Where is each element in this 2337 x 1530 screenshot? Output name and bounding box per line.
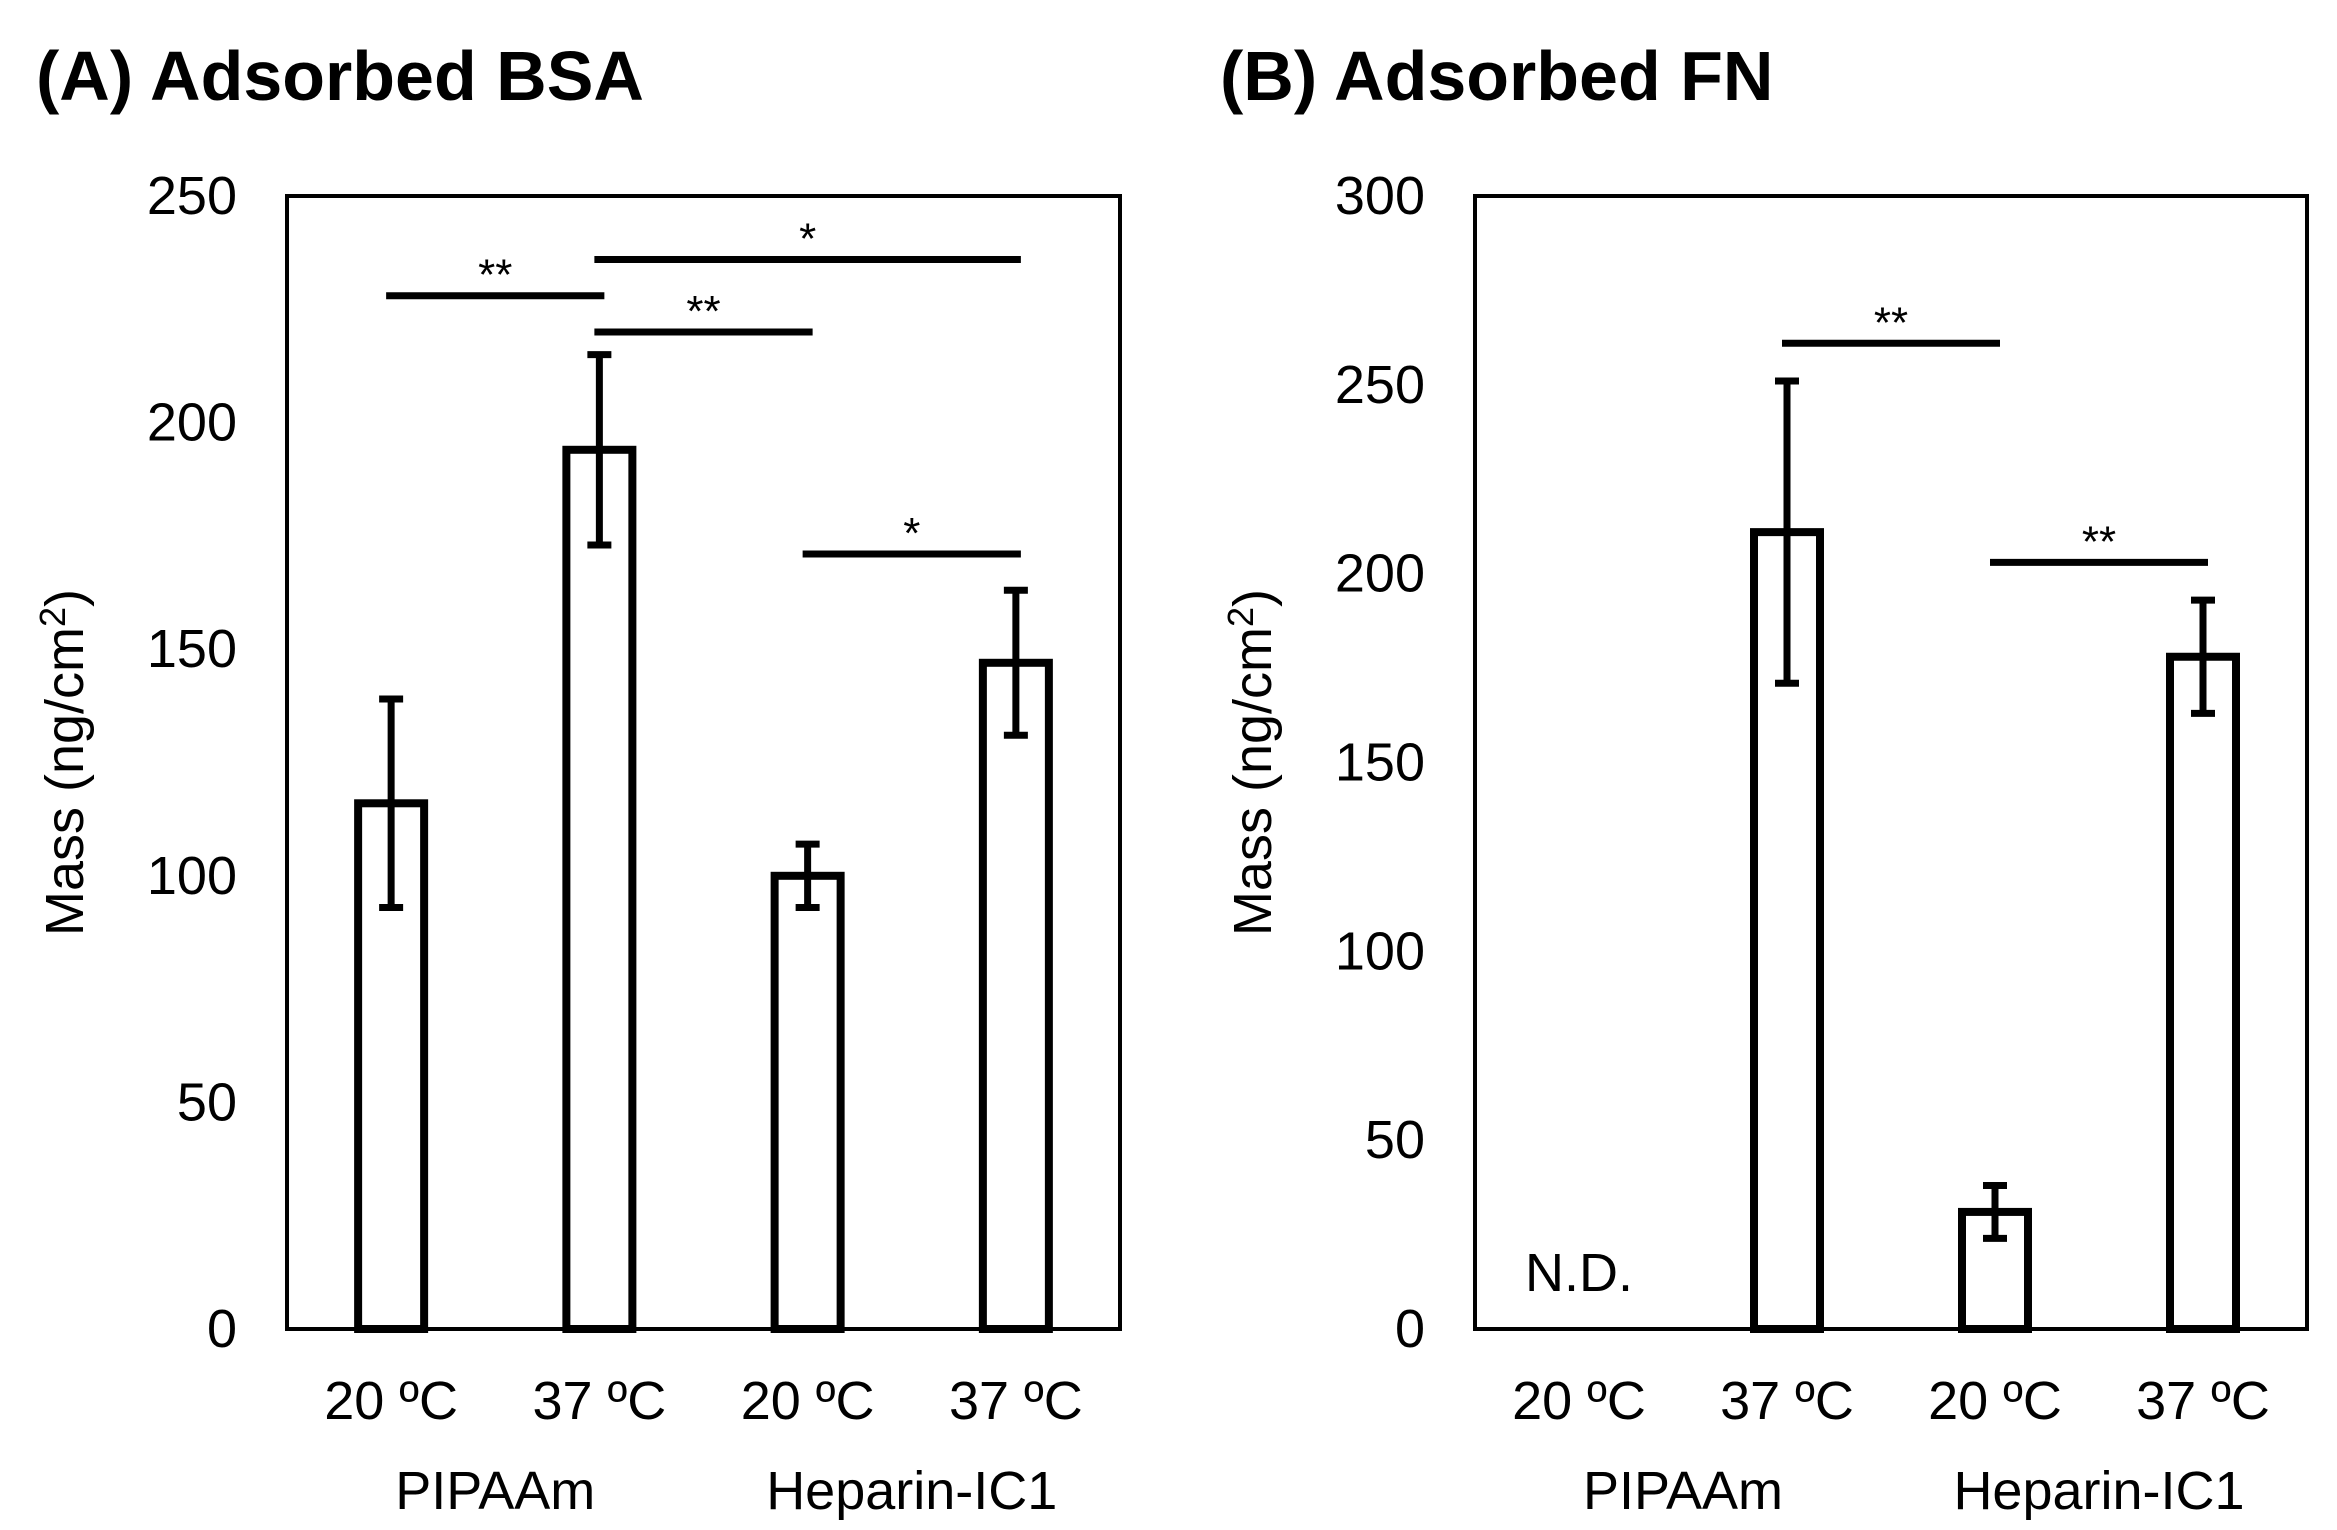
y-tick-label: 0 bbox=[207, 1299, 237, 1359]
x-tick-label: 20 ºC bbox=[1928, 1371, 2062, 1431]
x-tick-label: 20 ºC bbox=[1512, 1371, 1646, 1431]
significance-label: ** bbox=[686, 287, 720, 336]
group-label: PIPAAm bbox=[1583, 1461, 1783, 1521]
y-tick-label: 50 bbox=[177, 1072, 237, 1132]
significance-label: ** bbox=[1874, 298, 1908, 347]
bar bbox=[978, 658, 1053, 1333]
bar bbox=[770, 871, 845, 1333]
bar bbox=[2166, 652, 2240, 1333]
plot-frame bbox=[285, 194, 1122, 1331]
group-label: Heparin-IC1 bbox=[766, 1461, 1057, 1521]
y-tick-label: 250 bbox=[1335, 355, 1425, 415]
not-detected-label: N.D. bbox=[1525, 1243, 1633, 1303]
y-tick-label: 200 bbox=[1335, 544, 1425, 604]
significance-label: ** bbox=[2082, 517, 2116, 566]
y-tick-label: 300 bbox=[1335, 166, 1425, 226]
x-tick-label: 20 ºC bbox=[324, 1371, 458, 1431]
x-tick-label: 20 ºC bbox=[741, 1371, 875, 1431]
chart-panel-a: (A) Adsorbed BSA 0 50 100 150 200 250 Mass (ng/… bbox=[32, 37, 1122, 1521]
y-tick-label: 150 bbox=[147, 619, 237, 679]
y-tick-label: 250 bbox=[147, 166, 237, 226]
chart-panel-b: (B) Adsorbed FN 0 50 100 150 200 250 300 Mass (n… bbox=[1220, 37, 2309, 1521]
significance-label: * bbox=[799, 214, 816, 263]
x-tick-label: 37 ºC bbox=[2136, 1371, 2270, 1431]
bar bbox=[562, 445, 637, 1333]
significance-label: ** bbox=[478, 251, 512, 300]
x-tick-label: 37 ºC bbox=[1720, 1371, 1854, 1431]
plot-frame bbox=[1473, 194, 2309, 1331]
y-tick-label: 50 bbox=[1365, 1110, 1425, 1170]
y-tick-label: 200 bbox=[147, 393, 237, 453]
y-tick-label: 150 bbox=[1335, 733, 1425, 793]
y-axis-label: Mass (ng/cm2) bbox=[32, 589, 95, 936]
y-tick-label: 100 bbox=[1335, 921, 1425, 981]
y-tick-label: 0 bbox=[1395, 1299, 1425, 1359]
group-label: Heparin-IC1 bbox=[1953, 1461, 2244, 1521]
chart-title: (A) Adsorbed BSA bbox=[36, 37, 644, 115]
x-tick-label: 37 ºC bbox=[949, 1371, 1083, 1431]
y-axis-label: Mass (ng/cm2) bbox=[1220, 589, 1283, 936]
significance-label: * bbox=[903, 509, 920, 558]
y-tick-label: 100 bbox=[147, 846, 237, 906]
chart-title: (B) Adsorbed FN bbox=[1220, 37, 1773, 115]
x-tick-label: 37 ºC bbox=[532, 1371, 666, 1431]
group-label: PIPAAm bbox=[395, 1461, 595, 1521]
